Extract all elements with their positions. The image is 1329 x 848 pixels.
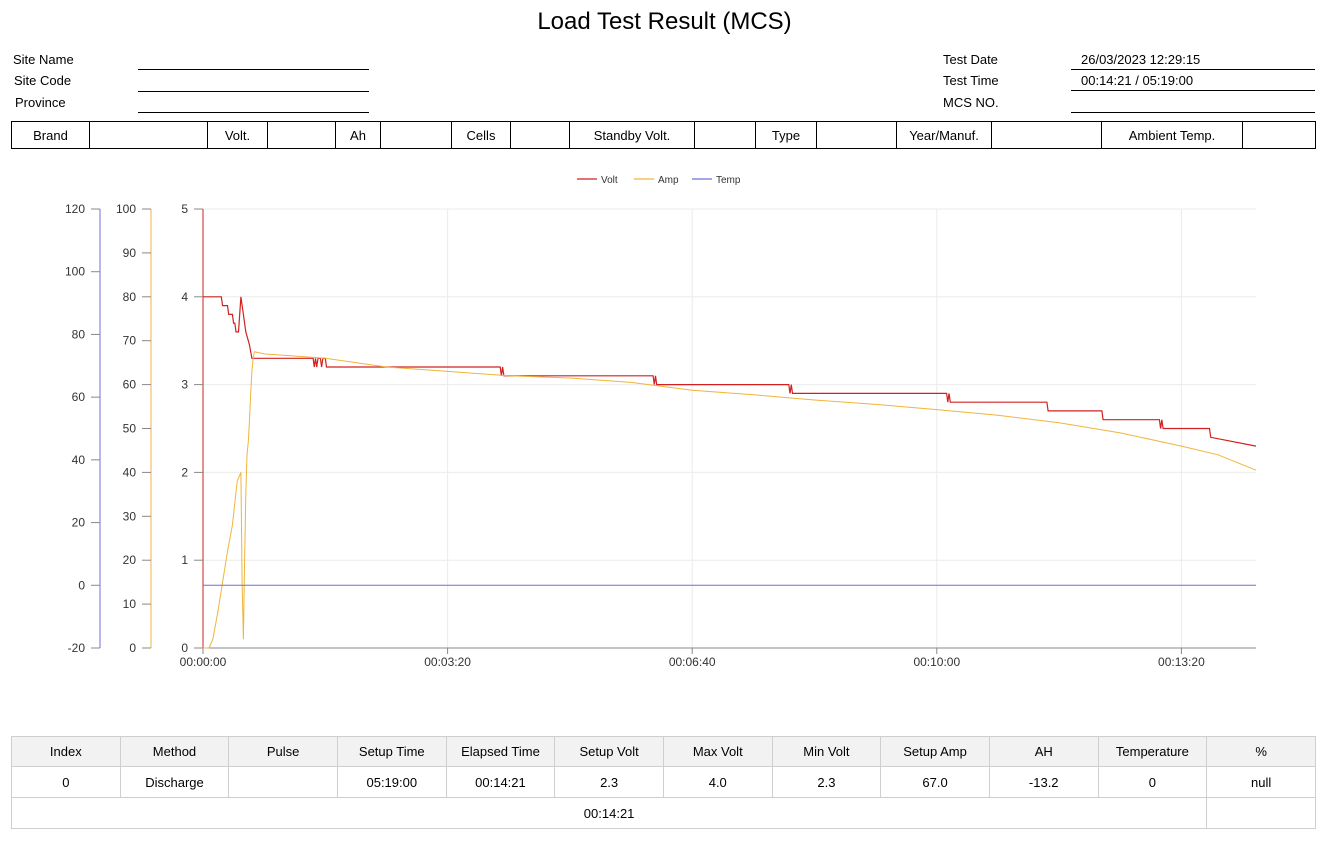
site-name-label: Site Name (13, 52, 74, 67)
total-elapsed-time: 00:14:21 (10, 797, 1208, 829)
result-data-row: 0 Discharge 05:19:00 00:14:21 2.3 4.0 2.3 67.0-… (11, 766, 1316, 798)
mcs-no-label: MCS NO. (943, 95, 999, 110)
volt-tick-label: 5 (181, 202, 188, 216)
result-header-row: Index Method Pulse Setup Time Elapsed Time Se… (11, 736, 1316, 767)
result-header-cell: Index (11, 736, 121, 767)
result-table: Index Method Pulse Setup Time Elapsed Time Se… (10, 736, 1316, 829)
total-empty-cell (1206, 797, 1316, 829)
result-header-cell: Min Volt (771, 736, 882, 767)
spec-type-label: Type (755, 121, 817, 149)
amp-tick-label: 70 (123, 334, 137, 348)
result-cell: null (1206, 766, 1316, 798)
result-cell: -13.2 (988, 766, 1099, 798)
result-cell: 00:14:21 (445, 766, 556, 798)
result-cell (228, 766, 338, 798)
amp-tick-label: 100 (116, 202, 136, 216)
spec-cells-label: Cells (451, 121, 511, 149)
legend-label-amp: Amp (658, 175, 679, 186)
page-title: Load Test Result (MCS) (537, 8, 792, 35)
result-cell: 2.3 (554, 766, 664, 798)
province-line (138, 112, 369, 113)
spec-standby-volt-value (694, 121, 756, 149)
spec-brand-label: Brand (11, 121, 90, 149)
temp-tick-label: 120 (65, 202, 85, 216)
result-header-cell: Method (119, 736, 230, 767)
spec-cells-value (510, 121, 570, 149)
temp-tick-label: 60 (72, 390, 86, 404)
site-code-line (138, 91, 369, 92)
amp-tick-label: 30 (123, 509, 137, 523)
volt-tick-label: 3 (181, 378, 188, 392)
test-time-line (1071, 90, 1315, 91)
test-date-value: 26/03/2023 12:29:15 (1081, 52, 1201, 67)
spec-ah-value (380, 121, 452, 149)
temp-tick-label: 0 (78, 578, 85, 592)
series-line-amp (203, 351, 1257, 649)
volt-tick-label: 1 (181, 553, 188, 567)
temp-tick-label: 40 (72, 453, 86, 467)
spec-brand-value (89, 121, 208, 149)
spec-ambient-temp-value (1242, 121, 1316, 149)
battery-spec-table: Brand Volt. Ah Cells Standby Volt. Type … (11, 121, 1316, 149)
x-tick-label: 00:10:00 (913, 655, 960, 669)
amp-tick-label: 80 (123, 290, 137, 304)
result-header-cell: Pulse (228, 736, 338, 767)
result-cell: 0 (11, 766, 121, 798)
result-header-cell: Setup Volt (554, 736, 664, 767)
x-tick-label: 00:03:20 (424, 655, 471, 669)
load-test-chart: -200204060801001200102030405060708090100… (65, 175, 1257, 669)
test-date-line (1071, 69, 1315, 70)
temp-tick-label: 100 (65, 265, 85, 279)
amp-tick-label: 20 (123, 553, 137, 567)
amp-tick-label: 10 (123, 597, 137, 611)
temp-tick-label: -20 (68, 641, 86, 655)
result-header-cell: AH (988, 736, 1099, 767)
series-line-volt (203, 296, 1257, 447)
result-header-cell: Setup Time (336, 736, 447, 767)
spec-type-value (816, 121, 897, 149)
result-header-cell: Temperature (1097, 736, 1208, 767)
amp-tick-label: 0 (129, 641, 136, 655)
result-cell: 67.0 (880, 766, 990, 798)
volt-tick-label: 2 (181, 465, 188, 479)
result-cell: Discharge (119, 766, 230, 798)
x-tick-label: 00:06:40 (669, 655, 716, 669)
spec-year-manuf-value (991, 121, 1102, 149)
result-cell: 4.0 (662, 766, 773, 798)
result-cell: 05:19:00 (336, 766, 447, 798)
temp-tick-label: 80 (72, 327, 86, 341)
site-code-label: Site Code (14, 73, 72, 88)
site-name-line (138, 69, 369, 70)
result-header-cell: Setup Amp (880, 736, 990, 767)
province-label: Province (15, 95, 66, 110)
spec-year-manuf-label: Year/Manuf. (896, 121, 992, 149)
legend-label-volt: Volt (601, 175, 618, 186)
x-tick-label: 00:00:00 (180, 655, 227, 669)
amp-tick-label: 50 (123, 422, 137, 436)
amp-tick-label: 40 (123, 465, 137, 479)
result-cell: 2.3 (771, 766, 882, 798)
test-time-value: 00:14:21 / 05:19:00 (1081, 73, 1194, 88)
mcs-no-line (1071, 112, 1315, 113)
volt-tick-label: 0 (181, 641, 188, 655)
test-time-label: Test Time (943, 73, 999, 88)
volt-tick-label: 4 (181, 290, 188, 304)
test-date-label: Test Date (943, 52, 998, 67)
spec-ambient-temp-label: Ambient Temp. (1101, 121, 1243, 149)
spec-standby-volt-label: Standby Volt. (569, 121, 695, 149)
result-header-cell: % (1206, 736, 1316, 767)
result-header-cell: Max Volt (662, 736, 773, 767)
result-total-row: 00:14:21 (10, 797, 1316, 829)
result-header-cell: Elapsed Time (445, 736, 556, 767)
amp-tick-label: 60 (123, 378, 137, 392)
spec-volt-value (267, 121, 336, 149)
result-cell: 0 (1097, 766, 1208, 798)
x-tick-label: 00:13:20 (1158, 655, 1205, 669)
spec-volt-label: Volt. (207, 121, 268, 149)
amp-tick-label: 90 (123, 246, 137, 260)
spec-ah-label: Ah (335, 121, 381, 149)
legend-label-temp: Temp (716, 175, 741, 186)
temp-tick-label: 20 (72, 516, 86, 530)
